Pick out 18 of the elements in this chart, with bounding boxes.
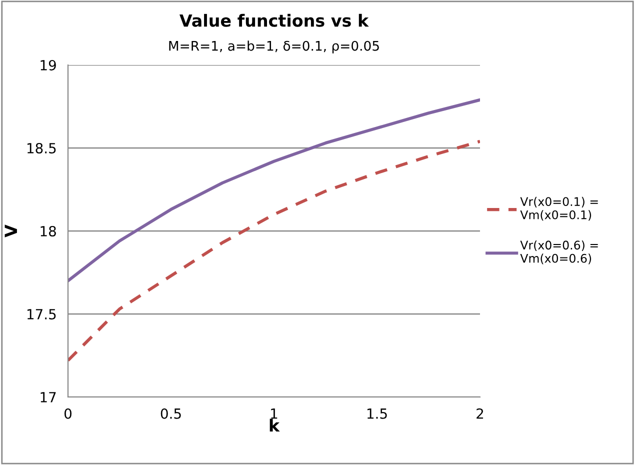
y-tick-label: 18.5 bbox=[27, 142, 56, 154]
x-tick-label: 2 bbox=[476, 408, 484, 419]
y-axis-title: V bbox=[4, 224, 17, 238]
x-tick-label: 1 bbox=[271, 408, 278, 419]
x-axis-title: k bbox=[270, 418, 280, 432]
legend-label: Vr(x0=0.6) = Vm(x0=0.6) bbox=[520, 240, 598, 264]
x-tick-label: 1.5 bbox=[367, 408, 387, 419]
y-tick-label: 18 bbox=[40, 226, 56, 236]
y-tick-label: 17 bbox=[40, 392, 56, 402]
x-tick-label: 0 bbox=[64, 408, 72, 419]
line-series bbox=[68, 98, 480, 282]
x-tick-label: 0.5 bbox=[160, 408, 181, 419]
chart-subtitle: M=R=1, a=b=1, δ=0.1, ρ=0.05 bbox=[169, 40, 379, 54]
y-tick-label: 17.5 bbox=[27, 309, 56, 320]
chart-title: Value functions vs k bbox=[180, 14, 369, 27]
legend-label: Vr(x0=0.1) = Vm(x0=0.1) bbox=[520, 196, 598, 221]
line-series bbox=[68, 140, 480, 362]
y-tick-label: 19 bbox=[40, 60, 56, 70]
